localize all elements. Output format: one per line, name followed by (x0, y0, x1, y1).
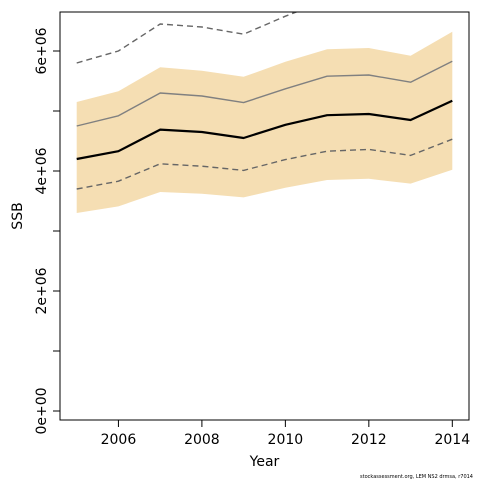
series-line-4 (76, 12, 299, 64)
x-tick-label: 2012 (351, 432, 387, 448)
y-axis-title: SSB (10, 202, 26, 229)
plot-area (76, 12, 453, 213)
x-tick-label: 2014 (434, 432, 470, 448)
x-tick-label: 2008 (184, 432, 220, 448)
x-axis-title: Year (249, 454, 280, 470)
y-tick-label: 4e+06 (34, 147, 50, 194)
plot-frame (59, 11, 470, 421)
series-line-3 (76, 138, 453, 190)
series-line-1 (76, 99, 453, 161)
y-tick-label: 0e+00 (34, 387, 50, 434)
x-axis: 2006 2008 2010 2012 2014 (101, 420, 470, 448)
confidence-band (76, 31, 453, 213)
series-line-2 (76, 60, 453, 127)
y-tick-label: 2e+06 (34, 267, 50, 314)
y-axis: 0e+00 2e+06 4e+06 6e+06 (34, 27, 60, 435)
footnote: stockassessment.org, LEM NS2 drmsa, r701… (360, 474, 473, 480)
x-tick-label: 2010 (268, 432, 304, 448)
x-tick-label: 2006 (101, 432, 137, 448)
y-tick-label: 6e+06 (34, 27, 50, 74)
